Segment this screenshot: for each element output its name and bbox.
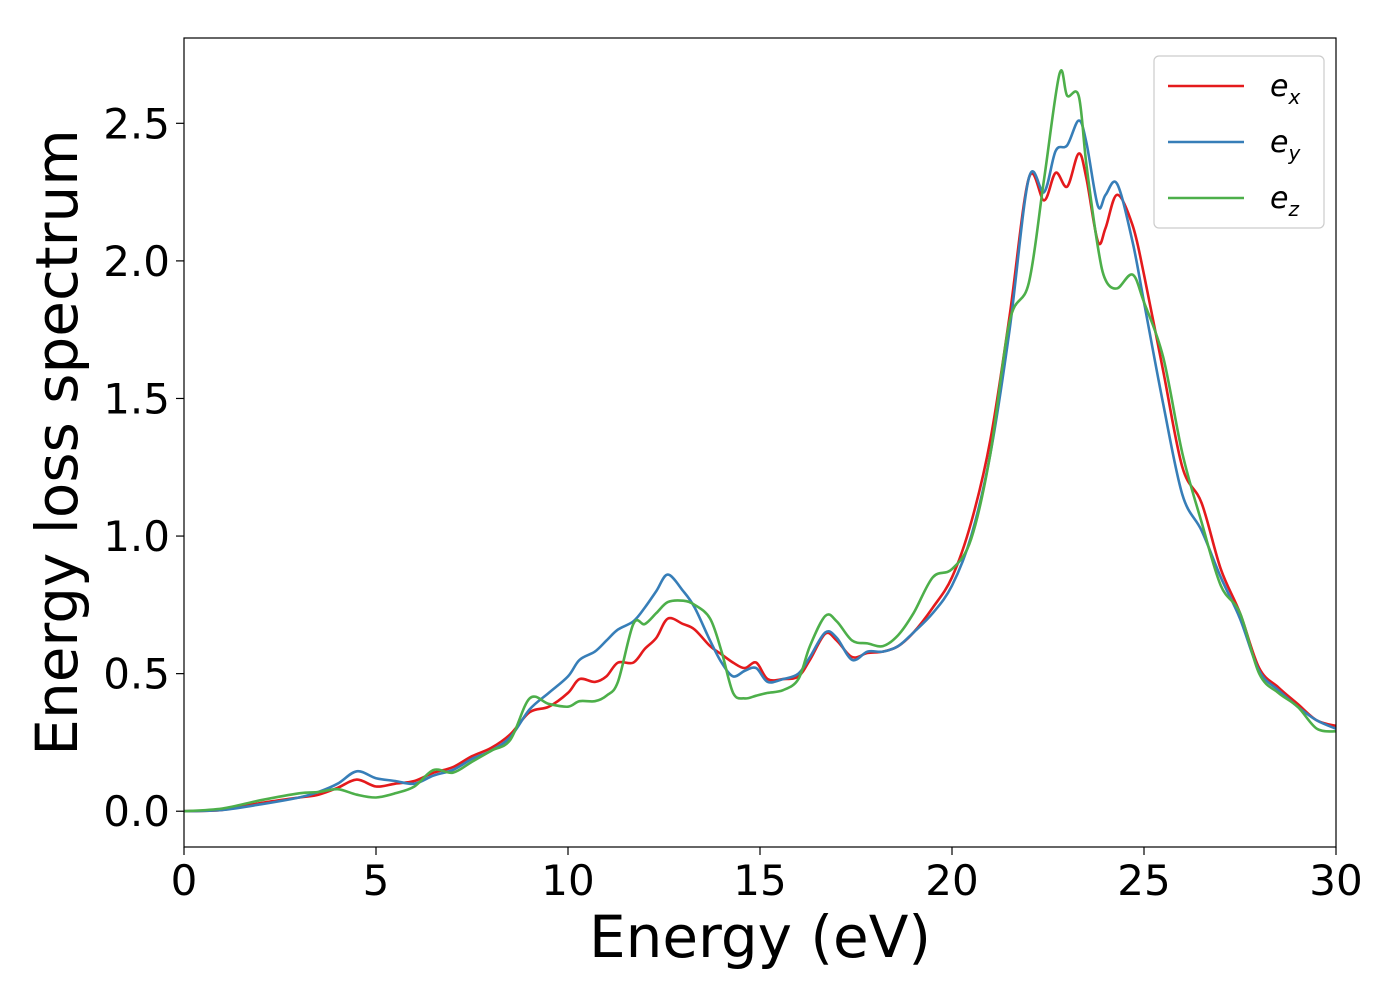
y-axis-title: Energy loss spectrum (23, 129, 91, 755)
x-axis-ticks: 0 5 10 15 20 25 30 (171, 847, 1363, 905)
x-tick-label: 30 (1309, 856, 1362, 905)
y-tick-label: 2.0 (103, 237, 170, 286)
x-tick-label: 0 (171, 856, 198, 905)
y-axis-ticks: 0.0 0.5 1.0 1.5 2.0 2.5 (103, 99, 184, 836)
x-tick-label: 15 (733, 856, 786, 905)
x-axis-title: Energy (eV) (589, 903, 931, 971)
legend: ex ey ez (1153, 55, 1325, 229)
plot-lines (184, 69, 1336, 813)
y-tick-label: 1.5 (103, 374, 170, 423)
x-tick-label: 10 (541, 856, 594, 905)
series-line-ex (184, 152, 1336, 813)
x-tick-label: 5 (363, 856, 390, 905)
y-tick-label: 0.0 (103, 787, 170, 836)
y-tick-label: 2.5 (103, 99, 170, 148)
y-tick-label: 0.5 (103, 650, 170, 699)
legend-label-ex: ex (1270, 69, 1300, 109)
y-tick-label: 1.0 (103, 512, 170, 561)
legend-label-ez: ez (1270, 181, 1299, 221)
legend-label-ey: ey (1270, 125, 1301, 165)
x-tick-label: 20 (925, 856, 978, 905)
series-line-ez (184, 69, 1336, 813)
x-tick-label: 25 (1117, 856, 1170, 905)
